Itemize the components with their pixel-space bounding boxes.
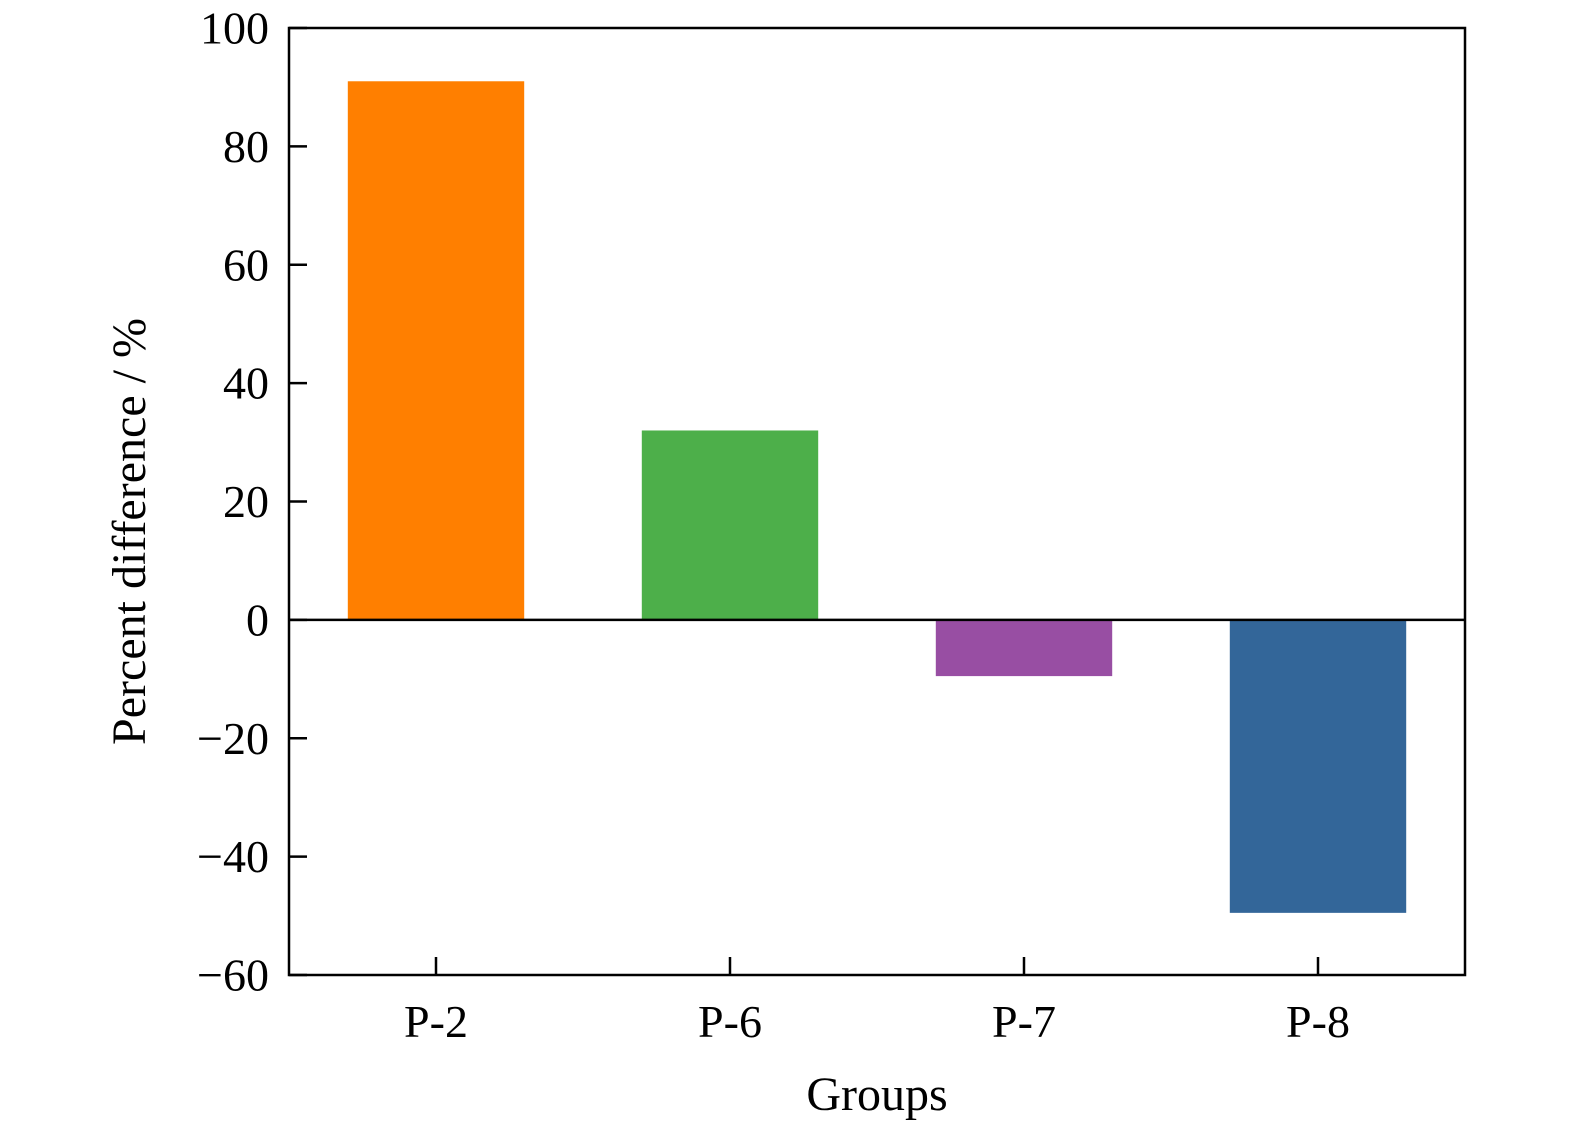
x-tick-label-p-7: P-7 <box>992 996 1056 1047</box>
y-axis-label: Percent difference / % <box>103 318 156 745</box>
y-tick-label: −20 <box>197 713 269 764</box>
x-tick-label-p-2: P-2 <box>404 996 468 1047</box>
y-tick-label: 20 <box>223 476 269 527</box>
x-axis-ticks: P-2 P-6 P-7 P-8 <box>404 957 1350 1047</box>
y-axis-ticks: −60 −40 −20 0 20 40 60 80 100 <box>197 3 307 1001</box>
bar-p-7 <box>935 619 1113 677</box>
x-tick-label-p-8: P-8 <box>1286 996 1350 1047</box>
y-tick-label: 40 <box>223 358 269 409</box>
y-tick-label: 80 <box>223 121 269 172</box>
x-axis-label: Groups <box>806 1068 947 1121</box>
bar-p-2 <box>347 81 525 620</box>
bar-p-8 <box>1229 619 1407 913</box>
y-tick-label: 60 <box>223 239 269 290</box>
y-tick-label: −60 <box>197 950 269 1001</box>
y-tick-label: 0 <box>246 594 269 645</box>
y-tick-label: −40 <box>197 831 269 882</box>
bar-p-6 <box>641 430 819 620</box>
x-tick-label-p-6: P-6 <box>698 996 762 1047</box>
bars-layer <box>347 81 1407 913</box>
y-tick-label: 100 <box>200 3 269 54</box>
